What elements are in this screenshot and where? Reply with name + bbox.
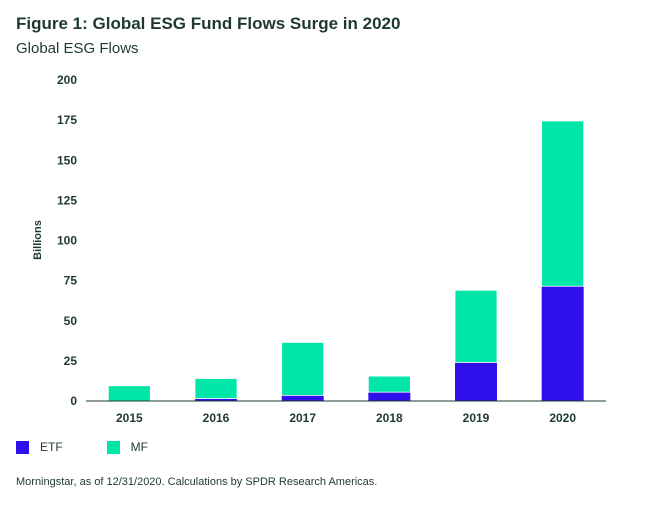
- x-tick-label: 2015: [116, 411, 143, 425]
- y-tick-label: 75: [64, 274, 78, 288]
- legend: ETF MF: [16, 440, 192, 454]
- y-axis-label: Billions: [32, 220, 44, 260]
- bar-mf-2020: [541, 120, 585, 287]
- chart-title: Figure 1: Global ESG Fund Flows Surge in…: [16, 14, 401, 33]
- y-tick-label: 100: [57, 234, 77, 248]
- bar-mf-2018: [367, 375, 411, 393]
- bars: [107, 120, 585, 402]
- legend-swatch-etf: [16, 440, 29, 454]
- bar-etf-2017: [281, 395, 324, 401]
- legend-item-mf: MF: [106, 440, 148, 454]
- x-tick-label: 2016: [203, 411, 230, 425]
- legend-item-etf: ETF: [16, 440, 63, 454]
- legend-label-mf: MF: [130, 440, 148, 454]
- legend-swatch-mf: [106, 440, 120, 454]
- x-tick-label: 2018: [376, 411, 403, 425]
- bar-mf-2015: [107, 385, 151, 402]
- y-tick-label: 125: [57, 193, 77, 207]
- y-tick-label: 50: [64, 314, 78, 328]
- bar-mf-2017: [281, 342, 325, 396]
- y-tick-label: 175: [57, 113, 77, 127]
- y-tick-label: 0: [70, 394, 77, 408]
- legend-label-etf: ETF: [40, 440, 63, 454]
- y-tick-label: 200: [57, 73, 77, 87]
- x-tick-label: 2020: [549, 411, 576, 425]
- bar-etf-2019: [455, 362, 497, 401]
- y-tick-label: 150: [57, 153, 77, 167]
- bar-etf-2018: [368, 392, 411, 401]
- chart-subtitle: Global ESG Flows: [16, 40, 139, 57]
- x-axis-ticks: 2015 2016 2017 2018 2019 2020: [116, 411, 576, 425]
- bar-mf-2019: [454, 289, 498, 363]
- bar-mf-2016: [194, 378, 238, 399]
- bar-etf-2016: [195, 398, 237, 401]
- y-axis-ticks: 0 25 50 75 100 125 150 175 200: [57, 73, 77, 408]
- source-note: Morningstar, as of 12/31/2020. Calculati…: [16, 476, 378, 488]
- y-tick-label: 25: [64, 354, 78, 368]
- bar-etf-2020: [541, 286, 584, 401]
- x-tick-label: 2017: [289, 411, 316, 425]
- x-tick-label: 2019: [463, 411, 490, 425]
